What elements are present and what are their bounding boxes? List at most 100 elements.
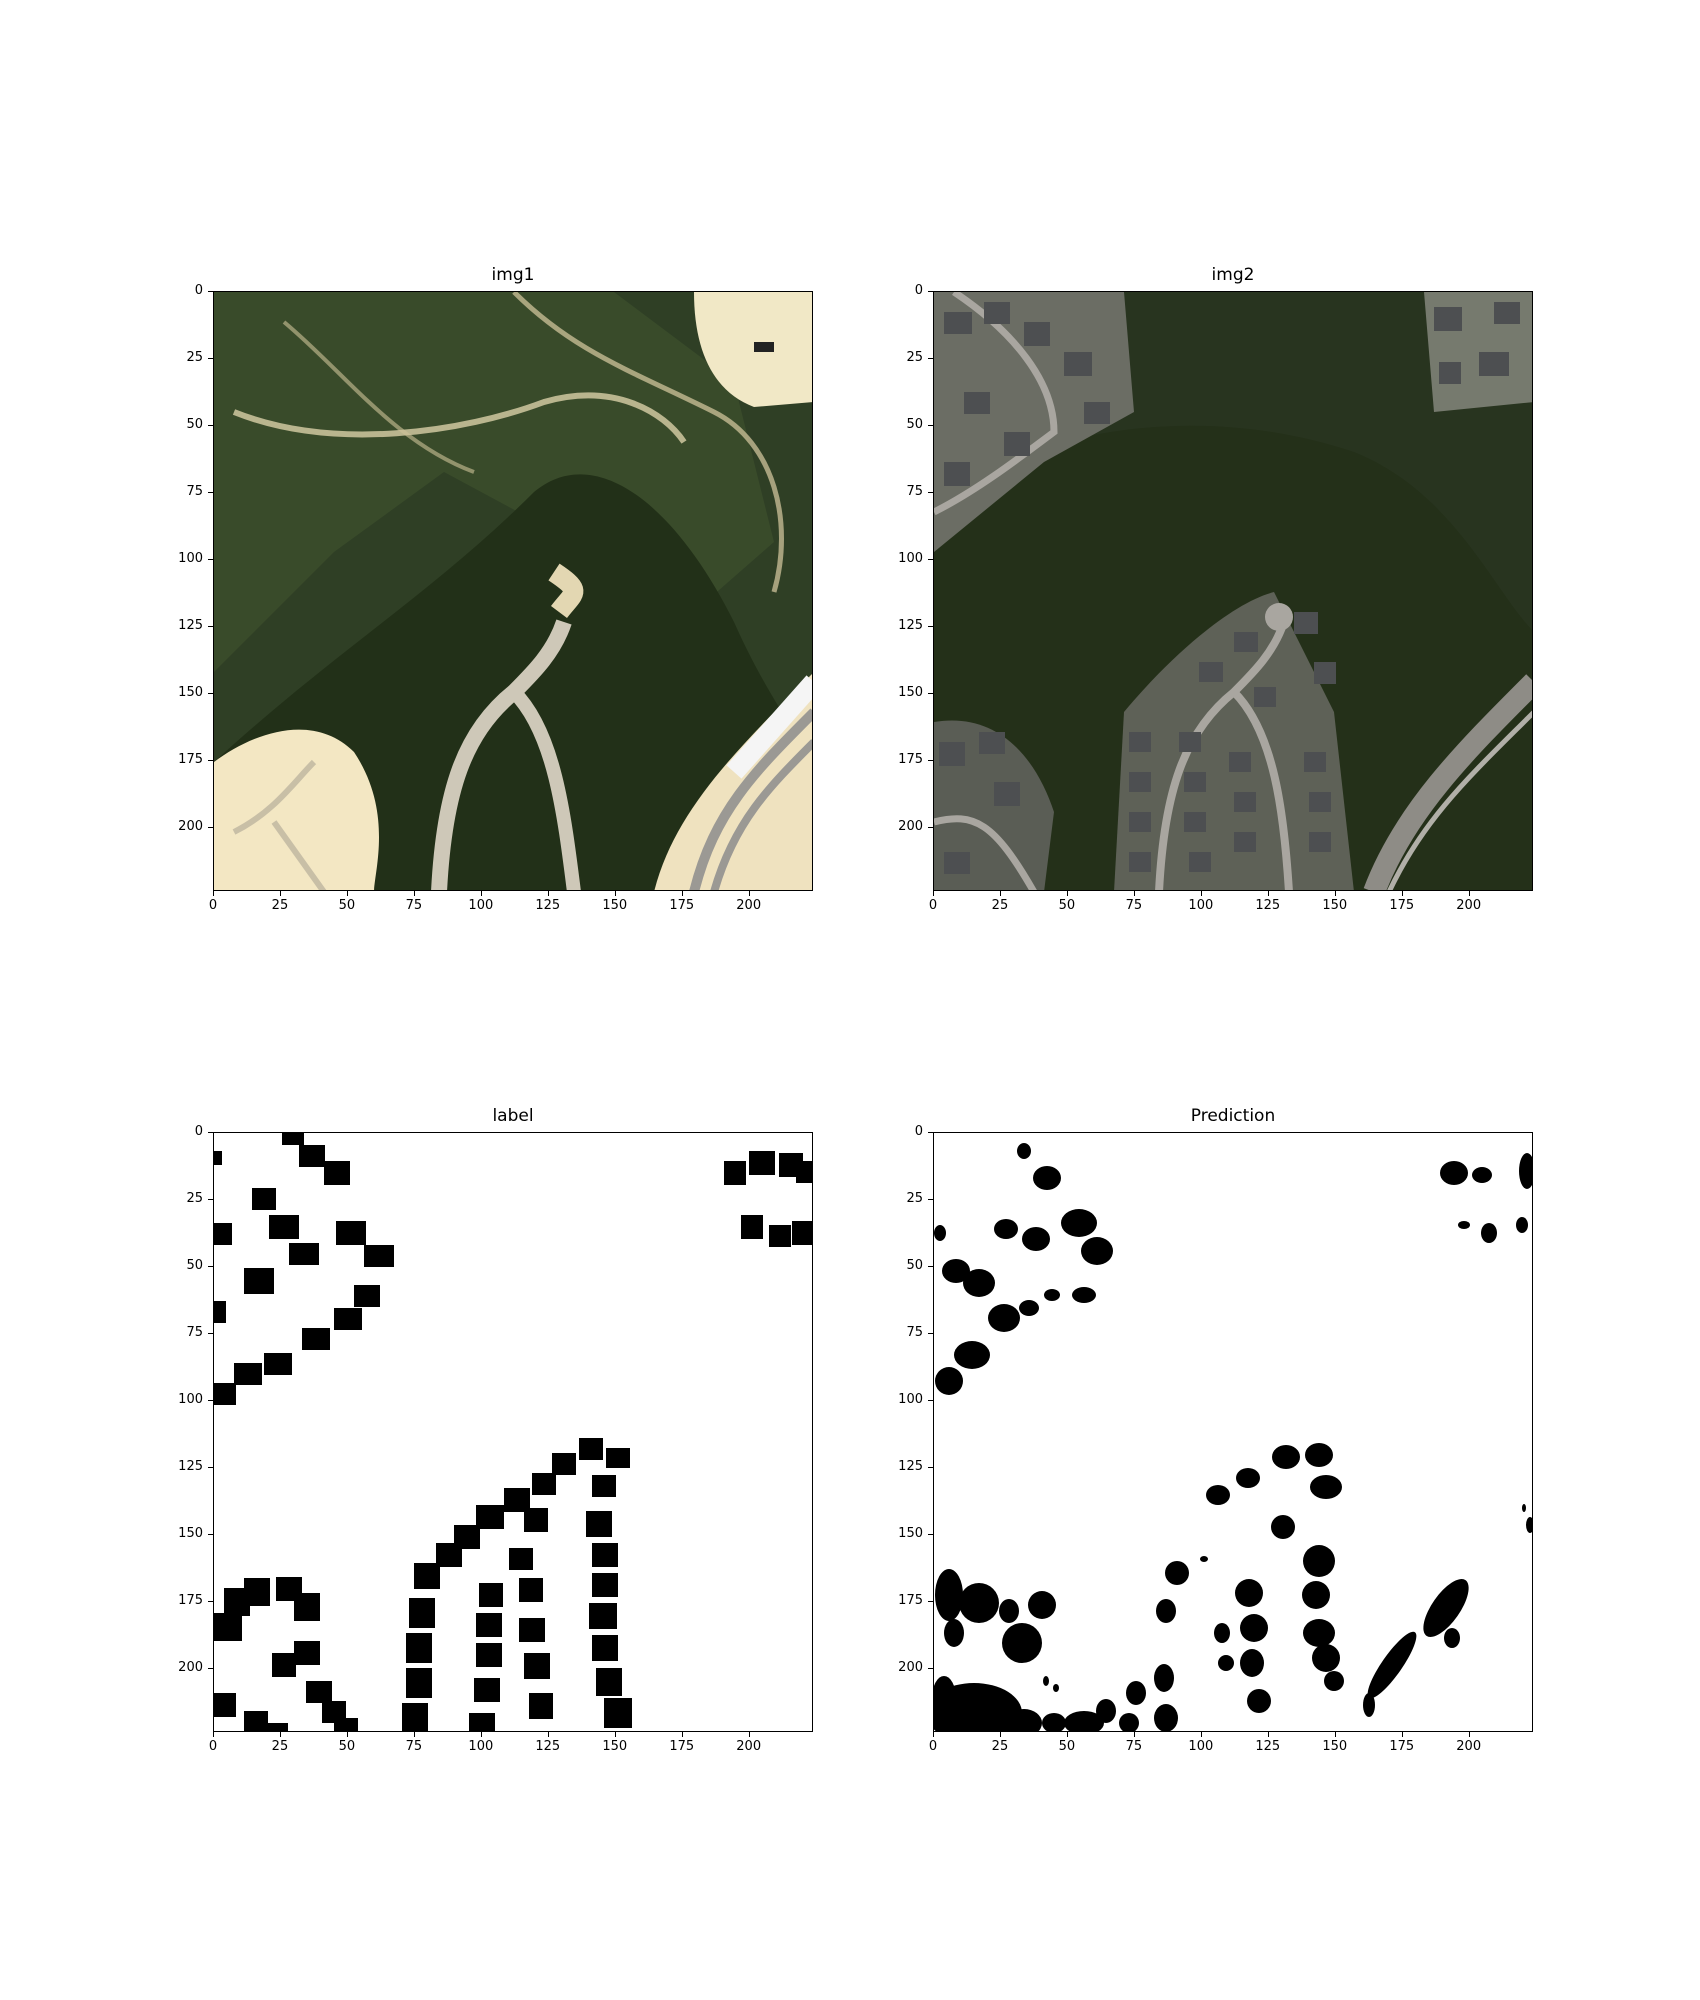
img2-y-tick-mark xyxy=(928,424,933,426)
label-x-tick-mark xyxy=(614,1732,616,1737)
label-y-tick-label: 75 xyxy=(186,1324,203,1340)
img1-x-tick-mark xyxy=(614,891,616,896)
img2-x-tick-mark xyxy=(1200,891,1202,896)
label-x-tick-label: 50 xyxy=(338,1739,356,1754)
prediction-y-tick-mark xyxy=(928,1399,933,1401)
img2-y-tick-label: 50 xyxy=(906,416,923,432)
img2-x-tick-mark xyxy=(1468,891,1470,896)
prediction-x-tick-mark xyxy=(933,1732,934,1737)
prediction-y-tick-mark xyxy=(928,1466,933,1468)
prediction-y-tick-label: 200 xyxy=(898,1659,923,1675)
img2-x-tick-label: 200 xyxy=(1456,898,1482,913)
label-y-tick-mark xyxy=(208,1600,213,1602)
label-x-tick-mark xyxy=(413,1732,415,1737)
prediction-x-tick-label: 100 xyxy=(1188,1739,1214,1754)
label-y-tick-label: 0 xyxy=(194,1124,203,1139)
label-y-tick-mark xyxy=(208,1132,213,1133)
prediction-x-tick-mark xyxy=(1267,1732,1269,1737)
img2-x-tick-label: 50 xyxy=(1058,898,1076,913)
img1-x-tick-mark xyxy=(748,891,750,896)
img1-x-tick-mark xyxy=(547,891,549,896)
panel-title-img1: img1 xyxy=(491,265,535,285)
img2-x-tick-label: 175 xyxy=(1389,898,1415,913)
prediction-x-tick-label: 125 xyxy=(1255,1739,1281,1754)
prediction-x-tick-label: 25 xyxy=(991,1739,1009,1754)
label-x-tick-mark xyxy=(681,1732,683,1737)
img1-y-tick-label: 50 xyxy=(186,416,203,432)
img1-x-tick-label: 75 xyxy=(405,898,423,913)
label-y-tick-label: 200 xyxy=(178,1659,203,1675)
img1-y-tick-mark xyxy=(208,625,213,627)
img1-x-tick-label: 0 xyxy=(208,898,218,913)
img1-x-tick-mark xyxy=(346,891,348,896)
label-y-tick-mark xyxy=(208,1466,213,1468)
img2-x-tick-label: 25 xyxy=(991,898,1009,913)
img2-y-tick-label: 100 xyxy=(898,550,923,566)
img1-y-tick-mark xyxy=(208,759,213,761)
prediction-x-tick-mark xyxy=(1401,1732,1403,1737)
prediction-mask-graphic xyxy=(934,1133,1532,1731)
img2-y-tick-mark xyxy=(928,759,933,761)
label-x-tick-label: 100 xyxy=(468,1739,494,1754)
prediction-x-tick-label: 200 xyxy=(1456,1739,1482,1754)
img2-y-tick-label: 150 xyxy=(898,684,923,700)
img2-x-tick-label: 150 xyxy=(1322,898,1348,913)
img2-image xyxy=(933,291,1533,891)
img2-x-tick-mark xyxy=(1334,891,1336,896)
img1-x-tick-label: 25 xyxy=(271,898,289,913)
prediction-x-tick-label: 175 xyxy=(1389,1739,1415,1754)
prediction-y-tick-mark xyxy=(928,1600,933,1602)
prediction-x-tick-mark xyxy=(1133,1732,1135,1737)
img1-image xyxy=(213,291,813,891)
img2-y-tick-label: 0 xyxy=(914,283,923,298)
img2-y-tick-mark xyxy=(928,826,933,828)
label-y-tick-label: 150 xyxy=(178,1525,203,1541)
prediction-x-tick-mark xyxy=(1334,1732,1336,1737)
prediction-mask xyxy=(933,1132,1533,1732)
prediction-x-tick-label: 150 xyxy=(1322,1739,1348,1754)
img2-satellite-graphic xyxy=(934,292,1532,890)
img1-x-tick-mark xyxy=(681,891,683,896)
img2-y-tick-mark xyxy=(928,491,933,493)
img2-x-tick-mark xyxy=(1066,891,1068,896)
img2-x-tick-label: 125 xyxy=(1255,898,1281,913)
label-y-tick-mark xyxy=(208,1399,213,1401)
img2-y-tick-mark xyxy=(928,291,933,292)
img1-x-tick-label: 125 xyxy=(535,898,561,913)
prediction-y-tick-label: 0 xyxy=(914,1124,923,1139)
label-x-tick-mark xyxy=(547,1732,549,1737)
panel-title-prediction: Prediction xyxy=(1190,1106,1276,1126)
img1-x-tick-mark xyxy=(213,891,214,896)
prediction-x-tick-label: 0 xyxy=(928,1739,938,1754)
label-y-tick-mark xyxy=(208,1332,213,1334)
img2-x-tick-mark xyxy=(933,891,934,896)
img2-y-tick-label: 175 xyxy=(898,751,923,767)
img2-y-tick-mark xyxy=(928,357,933,359)
label-y-tick-mark xyxy=(208,1667,213,1669)
label-x-tick-label: 25 xyxy=(271,1739,289,1754)
panel-title-label: label xyxy=(492,1106,534,1126)
prediction-y-tick-mark xyxy=(928,1265,933,1267)
img2-y-tick-label: 200 xyxy=(898,818,923,834)
label-y-tick-mark xyxy=(208,1533,213,1535)
prediction-y-tick-mark xyxy=(928,1132,933,1133)
img1-y-tick-label: 75 xyxy=(186,483,203,499)
label-y-tick-label: 25 xyxy=(186,1190,203,1206)
prediction-y-tick-mark xyxy=(928,1332,933,1334)
label-y-tick-label: 100 xyxy=(178,1391,203,1407)
img2-x-tick-label: 75 xyxy=(1125,898,1143,913)
img2-x-tick-mark xyxy=(1401,891,1403,896)
prediction-x-tick-label: 75 xyxy=(1125,1739,1143,1754)
img2-y-tick-mark xyxy=(928,558,933,560)
img1-y-tick-label: 150 xyxy=(178,684,203,700)
img1-y-tick-mark xyxy=(208,491,213,493)
img2-y-tick-label: 25 xyxy=(906,349,923,365)
img1-y-tick-label: 200 xyxy=(178,818,203,834)
label-y-tick-mark xyxy=(208,1198,213,1200)
label-x-tick-label: 125 xyxy=(535,1739,561,1754)
label-mask-graphic xyxy=(214,1133,812,1731)
label-y-tick-label: 175 xyxy=(178,1592,203,1608)
label-y-tick-label: 125 xyxy=(178,1458,203,1474)
label-x-tick-label: 75 xyxy=(405,1739,423,1754)
img1-y-tick-label: 25 xyxy=(186,349,203,365)
